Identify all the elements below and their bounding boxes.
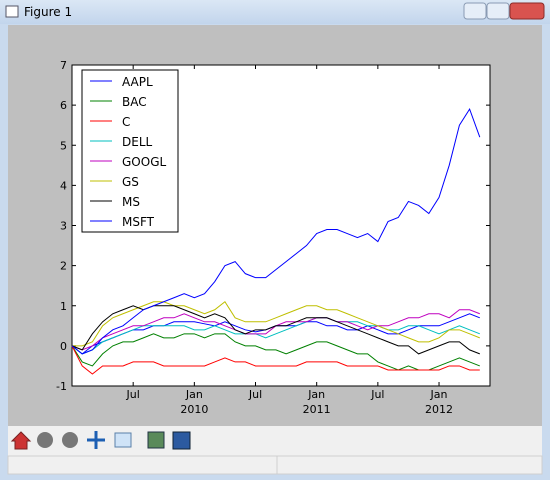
pan-button[interactable] (87, 431, 105, 449)
y-tick-label: 3 (60, 220, 67, 233)
series-line (71, 317, 480, 355)
y-tick-label: 0 (60, 340, 67, 353)
minimize-button[interactable] (463, 2, 487, 20)
x-tick-label: Jul (248, 388, 262, 401)
x-tick-year: 2011 (303, 403, 331, 416)
close-button[interactable] (509, 2, 545, 20)
forward-button[interactable] (62, 432, 78, 448)
subplots-button[interactable] (147, 431, 165, 449)
window-icon (5, 5, 19, 18)
legend-label: MSFT (122, 215, 155, 229)
window-title: Figure 1 (24, 5, 72, 19)
toolbar-icons (10, 431, 191, 450)
y-tick-label: -1 (56, 380, 67, 393)
y-tick-label: 2 (60, 260, 67, 273)
x-tick-year: 2012 (425, 403, 453, 416)
zoom-button[interactable] (114, 432, 132, 448)
y-tick-label: 4 (60, 179, 67, 192)
save-button[interactable] (172, 431, 191, 450)
x-tick-label: Jan (185, 388, 203, 401)
x-tick-label: Jul (126, 388, 140, 401)
series-line (72, 301, 480, 347)
legend-box (81, 69, 179, 233)
y-tick-label: 6 (60, 99, 67, 112)
series-line (71, 305, 480, 355)
x-tick-label: Jan (430, 388, 448, 401)
legend-label: GOOGL (122, 155, 166, 169)
x-tick-label: Jan (307, 388, 325, 401)
x-tick-label: Jul (370, 388, 384, 401)
legend-label: C (122, 115, 130, 129)
status-bar (7, 455, 543, 475)
legend-label: AAPL (122, 75, 153, 89)
legend-label: MS (122, 195, 140, 209)
back-button[interactable] (37, 432, 53, 448)
maximize-button[interactable] (486, 2, 510, 20)
series-line (71, 345, 480, 375)
x-tick-year: 2010 (180, 403, 208, 416)
home-button[interactable] (10, 431, 32, 450)
series-line (71, 108, 481, 355)
y-tick-label: 5 (60, 139, 67, 152)
legend-label: BAC (122, 95, 147, 109)
legend-label: DELL (122, 135, 153, 149)
y-tick-label: 1 (60, 300, 67, 313)
y-tick-label: 7 (60, 59, 67, 72)
legend-label: GS (122, 175, 139, 189)
series-line (71, 333, 480, 371)
title-bar (0, 0, 550, 24)
